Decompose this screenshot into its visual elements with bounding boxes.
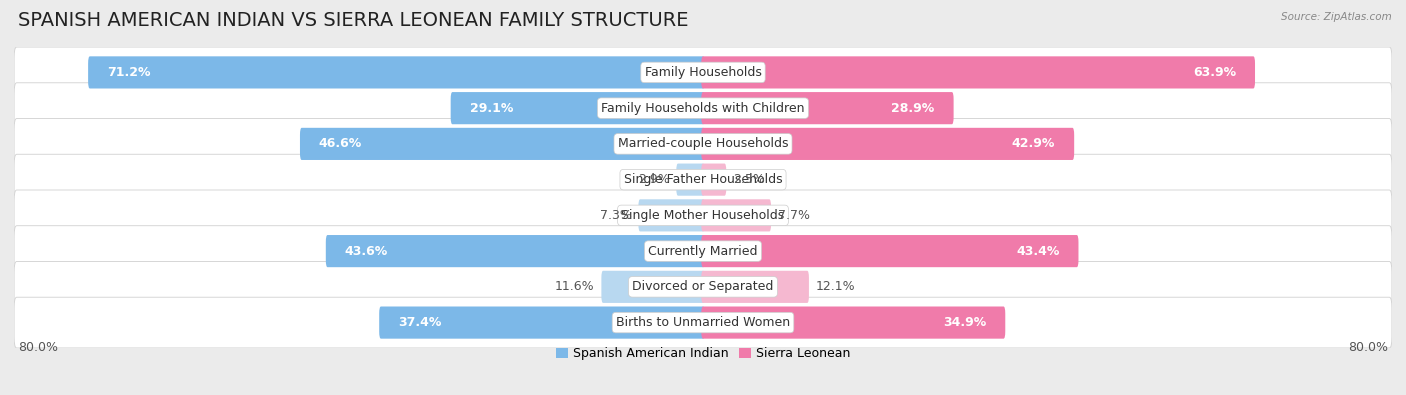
Text: 63.9%: 63.9% <box>1192 66 1236 79</box>
Text: Family Households with Children: Family Households with Children <box>602 102 804 115</box>
Text: Divorced or Separated: Divorced or Separated <box>633 280 773 293</box>
Text: 46.6%: 46.6% <box>319 137 363 150</box>
FancyBboxPatch shape <box>299 128 704 160</box>
FancyBboxPatch shape <box>702 56 1256 88</box>
FancyBboxPatch shape <box>380 307 704 339</box>
Legend: Spanish American Indian, Sierra Leonean: Spanish American Indian, Sierra Leonean <box>551 342 855 365</box>
FancyBboxPatch shape <box>702 307 1005 339</box>
Text: 71.2%: 71.2% <box>107 66 150 79</box>
FancyBboxPatch shape <box>89 56 704 88</box>
FancyBboxPatch shape <box>14 261 1392 312</box>
Text: 34.9%: 34.9% <box>943 316 987 329</box>
FancyBboxPatch shape <box>14 83 1392 134</box>
FancyBboxPatch shape <box>602 271 704 303</box>
Text: 29.1%: 29.1% <box>470 102 513 115</box>
FancyBboxPatch shape <box>14 226 1392 276</box>
FancyBboxPatch shape <box>702 92 953 124</box>
Text: 2.9%: 2.9% <box>638 173 669 186</box>
Text: 42.9%: 42.9% <box>1012 137 1056 150</box>
Text: 7.3%: 7.3% <box>599 209 631 222</box>
FancyBboxPatch shape <box>702 164 727 196</box>
FancyBboxPatch shape <box>676 164 704 196</box>
Text: 7.7%: 7.7% <box>778 209 810 222</box>
FancyBboxPatch shape <box>14 118 1392 169</box>
FancyBboxPatch shape <box>451 92 704 124</box>
FancyBboxPatch shape <box>14 190 1392 241</box>
Text: 43.4%: 43.4% <box>1017 245 1060 258</box>
Text: Family Households: Family Households <box>644 66 762 79</box>
Text: 80.0%: 80.0% <box>1347 341 1388 354</box>
Text: Births to Unmarried Women: Births to Unmarried Women <box>616 316 790 329</box>
Text: Married-couple Households: Married-couple Households <box>617 137 789 150</box>
Text: 12.1%: 12.1% <box>815 280 855 293</box>
Text: Source: ZipAtlas.com: Source: ZipAtlas.com <box>1281 12 1392 22</box>
FancyBboxPatch shape <box>702 271 808 303</box>
FancyBboxPatch shape <box>702 235 1078 267</box>
FancyBboxPatch shape <box>14 154 1392 205</box>
Text: 2.5%: 2.5% <box>733 173 765 186</box>
FancyBboxPatch shape <box>14 47 1392 98</box>
FancyBboxPatch shape <box>14 297 1392 348</box>
FancyBboxPatch shape <box>702 128 1074 160</box>
FancyBboxPatch shape <box>702 199 770 231</box>
Text: Single Mother Households: Single Mother Households <box>621 209 785 222</box>
Text: Single Father Households: Single Father Households <box>624 173 782 186</box>
FancyBboxPatch shape <box>638 199 704 231</box>
Text: SPANISH AMERICAN INDIAN VS SIERRA LEONEAN FAMILY STRUCTURE: SPANISH AMERICAN INDIAN VS SIERRA LEONEA… <box>18 11 689 30</box>
Text: Currently Married: Currently Married <box>648 245 758 258</box>
Text: 11.6%: 11.6% <box>555 280 595 293</box>
Text: 80.0%: 80.0% <box>18 341 59 354</box>
Text: 43.6%: 43.6% <box>344 245 388 258</box>
Text: 37.4%: 37.4% <box>398 316 441 329</box>
FancyBboxPatch shape <box>326 235 704 267</box>
Text: 28.9%: 28.9% <box>891 102 935 115</box>
